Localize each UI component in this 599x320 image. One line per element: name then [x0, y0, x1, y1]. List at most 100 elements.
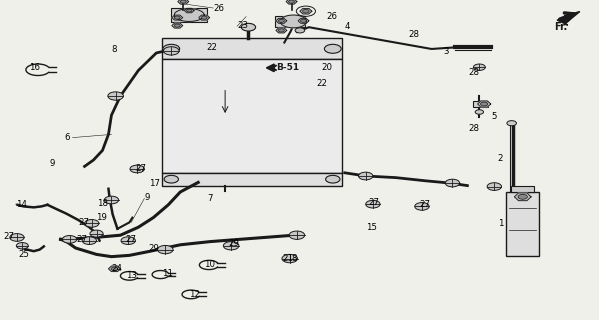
Polygon shape [276, 28, 287, 33]
Text: 25: 25 [19, 250, 30, 259]
Text: 27: 27 [77, 235, 87, 244]
Circle shape [289, 0, 295, 3]
Polygon shape [557, 12, 580, 25]
Text: 14: 14 [16, 200, 27, 209]
Polygon shape [298, 18, 309, 23]
Circle shape [10, 234, 24, 241]
Circle shape [480, 102, 488, 106]
Polygon shape [172, 23, 183, 28]
Text: 27: 27 [125, 235, 136, 244]
Text: 18: 18 [98, 199, 108, 208]
Circle shape [121, 237, 135, 244]
Text: B-51: B-51 [277, 63, 300, 72]
Text: 15: 15 [366, 223, 377, 232]
Text: 7: 7 [207, 194, 213, 203]
Circle shape [487, 183, 501, 190]
Text: 22: 22 [316, 79, 327, 88]
Text: 6: 6 [64, 133, 69, 142]
Bar [162, 38, 342, 59]
Circle shape [473, 64, 485, 70]
Text: 9: 9 [144, 193, 150, 202]
Circle shape [295, 28, 305, 33]
Circle shape [241, 23, 256, 31]
Text: 8: 8 [111, 45, 117, 54]
Circle shape [104, 196, 119, 204]
Text: 24: 24 [111, 264, 122, 273]
Text: 22: 22 [206, 43, 217, 52]
Text: 1: 1 [498, 220, 503, 228]
Circle shape [302, 10, 309, 13]
Circle shape [108, 92, 123, 100]
Text: 27: 27 [419, 200, 431, 209]
Text: 10: 10 [204, 260, 215, 269]
Text: 5: 5 [491, 112, 497, 121]
Polygon shape [300, 8, 312, 14]
Circle shape [301, 19, 307, 22]
Circle shape [282, 254, 298, 263]
Circle shape [187, 9, 192, 12]
Polygon shape [178, 0, 189, 4]
Text: 13: 13 [126, 271, 137, 280]
Polygon shape [172, 15, 183, 20]
Bar [276, 16, 305, 27]
Circle shape [84, 220, 99, 227]
Text: 26: 26 [213, 4, 224, 12]
Text: 29: 29 [228, 239, 239, 248]
Circle shape [279, 29, 285, 32]
Text: 2: 2 [498, 154, 503, 163]
Polygon shape [199, 15, 210, 20]
Polygon shape [515, 193, 531, 201]
Circle shape [174, 24, 180, 27]
Circle shape [326, 175, 340, 183]
Polygon shape [108, 266, 120, 272]
Polygon shape [184, 8, 194, 13]
Circle shape [223, 242, 239, 250]
Circle shape [445, 179, 459, 187]
Circle shape [90, 230, 103, 237]
Circle shape [174, 16, 180, 19]
Text: 26: 26 [327, 12, 338, 20]
Circle shape [164, 47, 179, 55]
Circle shape [180, 0, 186, 3]
Circle shape [158, 245, 173, 254]
Text: 4: 4 [345, 22, 350, 31]
Circle shape [289, 231, 305, 239]
Circle shape [415, 203, 429, 210]
Circle shape [518, 194, 527, 199]
Circle shape [16, 243, 28, 249]
Text: 16: 16 [29, 63, 41, 72]
Text: 27: 27 [369, 198, 380, 207]
Text: 27: 27 [3, 232, 14, 241]
Polygon shape [477, 101, 491, 107]
Circle shape [475, 110, 483, 114]
Text: 11: 11 [162, 269, 173, 278]
Bar [511, 186, 534, 192]
Text: 3: 3 [443, 47, 449, 56]
Text: 28: 28 [468, 68, 479, 77]
Text: 20: 20 [322, 63, 332, 72]
Polygon shape [267, 64, 274, 72]
Polygon shape [276, 18, 287, 23]
Text: 28: 28 [409, 30, 420, 39]
Text: 17: 17 [149, 180, 159, 188]
Bar [506, 192, 539, 256]
Text: 28: 28 [468, 124, 479, 133]
Text: 19: 19 [96, 213, 107, 222]
Text: 27: 27 [135, 164, 146, 172]
Circle shape [366, 200, 380, 208]
Circle shape [507, 121, 516, 126]
Circle shape [279, 19, 285, 22]
Circle shape [359, 172, 373, 180]
Text: 8: 8 [291, 254, 297, 263]
Text: 27: 27 [78, 218, 89, 227]
Bar [162, 173, 342, 186]
Text: 12: 12 [189, 290, 200, 299]
Circle shape [163, 44, 180, 53]
Circle shape [325, 44, 341, 53]
Circle shape [201, 16, 207, 19]
Polygon shape [174, 9, 204, 21]
Circle shape [111, 267, 118, 271]
Polygon shape [286, 0, 297, 4]
Bar [162, 59, 342, 173]
Text: 23: 23 [237, 21, 248, 30]
